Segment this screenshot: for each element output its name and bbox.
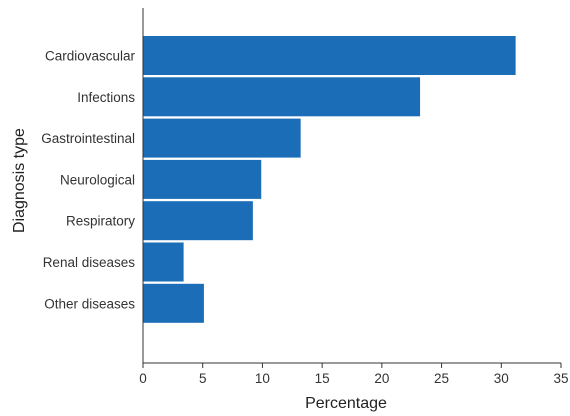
y-axis-title: Diagnosis type: [11, 128, 28, 233]
x-tick-label-35: 35: [553, 371, 568, 386]
x-tick-label-10: 10: [255, 371, 270, 386]
x-tick-label-5: 5: [199, 371, 207, 386]
category-label-neurological: Neurological: [60, 172, 135, 187]
bar-other-diseases: [143, 283, 204, 323]
category-label-infections: Infections: [77, 90, 135, 105]
category-label-gastrointestinal: Gastrointestinal: [41, 131, 135, 146]
category-label-other-diseases: Other diseases: [44, 296, 135, 311]
bar-gastrointestinal: [143, 118, 301, 158]
x-tick-label-20: 20: [374, 371, 389, 386]
bars-group: [143, 36, 516, 323]
category-label-cardiovascular: Cardiovascular: [45, 49, 136, 64]
category-label-renal-diseases: Renal diseases: [43, 255, 136, 270]
bar-cardiovascular: [143, 36, 516, 75]
x-axis-ticks: 0 5 10 15 20 25 30 35: [139, 363, 569, 386]
x-axis-title: Percentage: [305, 395, 387, 412]
x-tick-label-25: 25: [434, 371, 449, 386]
x-tick-label-15: 15: [315, 371, 330, 386]
x-tick-label-30: 30: [494, 371, 509, 386]
bar-respiratory: [143, 201, 253, 241]
bar-neurological: [143, 159, 262, 199]
bar-infections: [143, 77, 421, 117]
bar-renal-diseases: [143, 242, 184, 282]
category-label-respiratory: Respiratory: [66, 214, 135, 229]
category-labels: Cardiovascular Infections Gastrointestinal…: [41, 49, 135, 312]
x-tick-label-0: 0: [139, 371, 147, 386]
